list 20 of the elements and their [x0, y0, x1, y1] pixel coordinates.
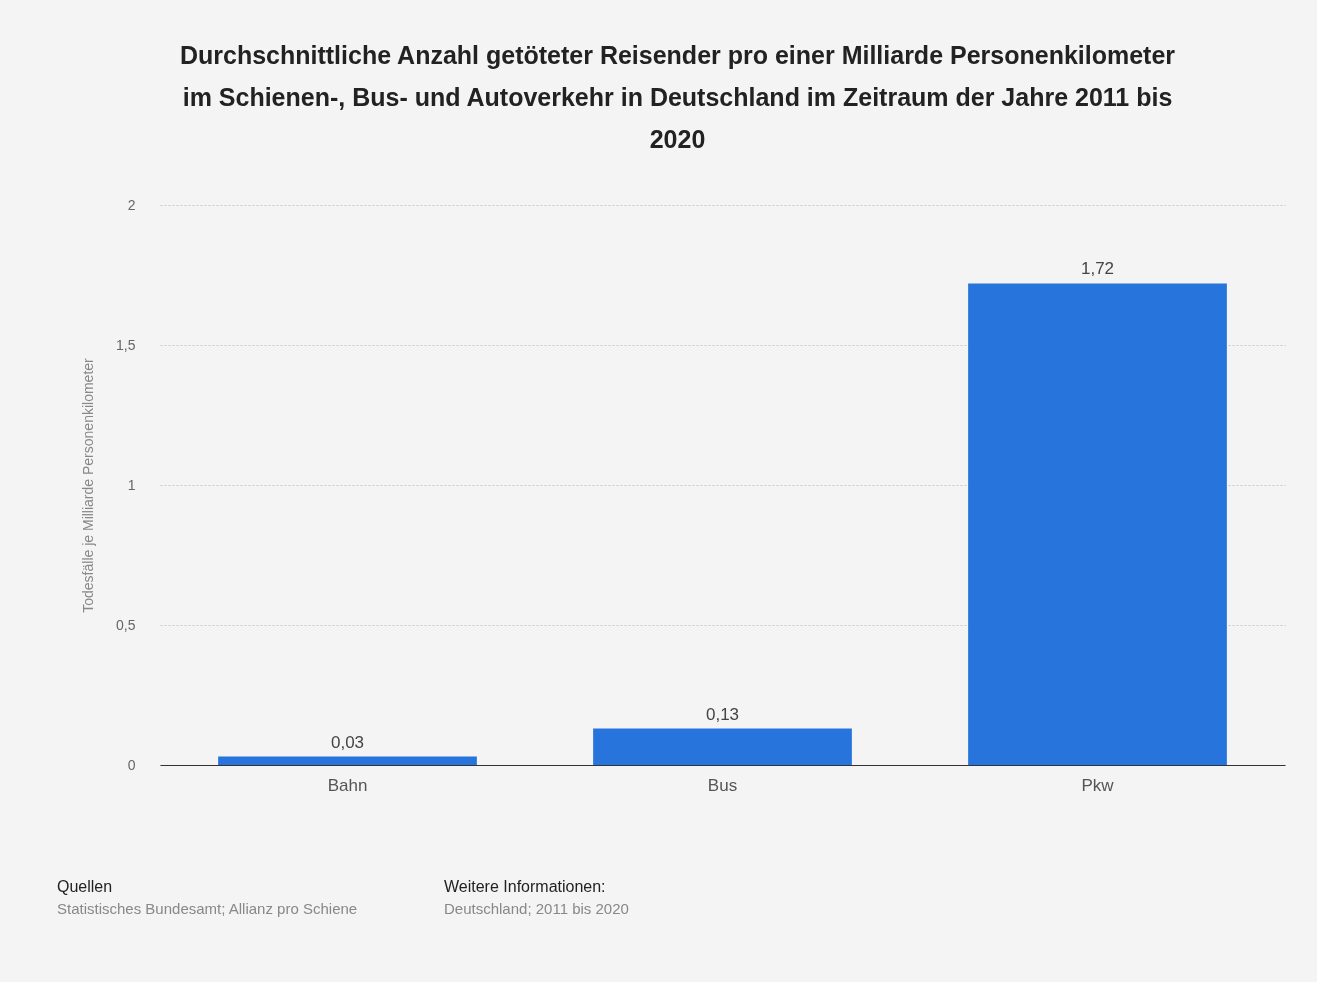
x-tick-label: Bahn: [327, 775, 368, 795]
text: Quellen: [57, 878, 113, 895]
text: Weitere Informationen:: [444, 878, 606, 895]
bar: [593, 728, 852, 765]
data-label: 0,03: [330, 732, 365, 752]
chart-title: Durchschnittliche Anzahl getöteter Reisender pro einer Milliarde Personenkilometer im Schienen-, Bus- und Autoverkehr in Deutschland im Zeitraum der Jahre 2011 bis 2020: [179, 41, 1176, 153]
bar: [218, 756, 477, 765]
text: Deutschland; 2011 bis 2020: [444, 900, 629, 917]
data-label: 1,72: [1080, 259, 1115, 279]
text: Statistisches Bundesamt; Allianz pro Schiene: [57, 900, 358, 917]
y-tick-label: 0,5: [116, 616, 136, 633]
bar: [968, 283, 1227, 765]
x-tick-label: Pkw: [1081, 775, 1115, 795]
y-tick-label: 0: [127, 756, 136, 773]
y-tick-label: 1: [127, 476, 136, 493]
x-tick-label: Bus: [707, 775, 738, 795]
data-label: 0,13: [705, 704, 740, 724]
y-axis-title: Todesfälle je Milliarde Personenkilometer: [80, 357, 97, 613]
y-tick-label: 2: [127, 196, 136, 213]
y-tick-label: 1,5: [116, 336, 136, 353]
